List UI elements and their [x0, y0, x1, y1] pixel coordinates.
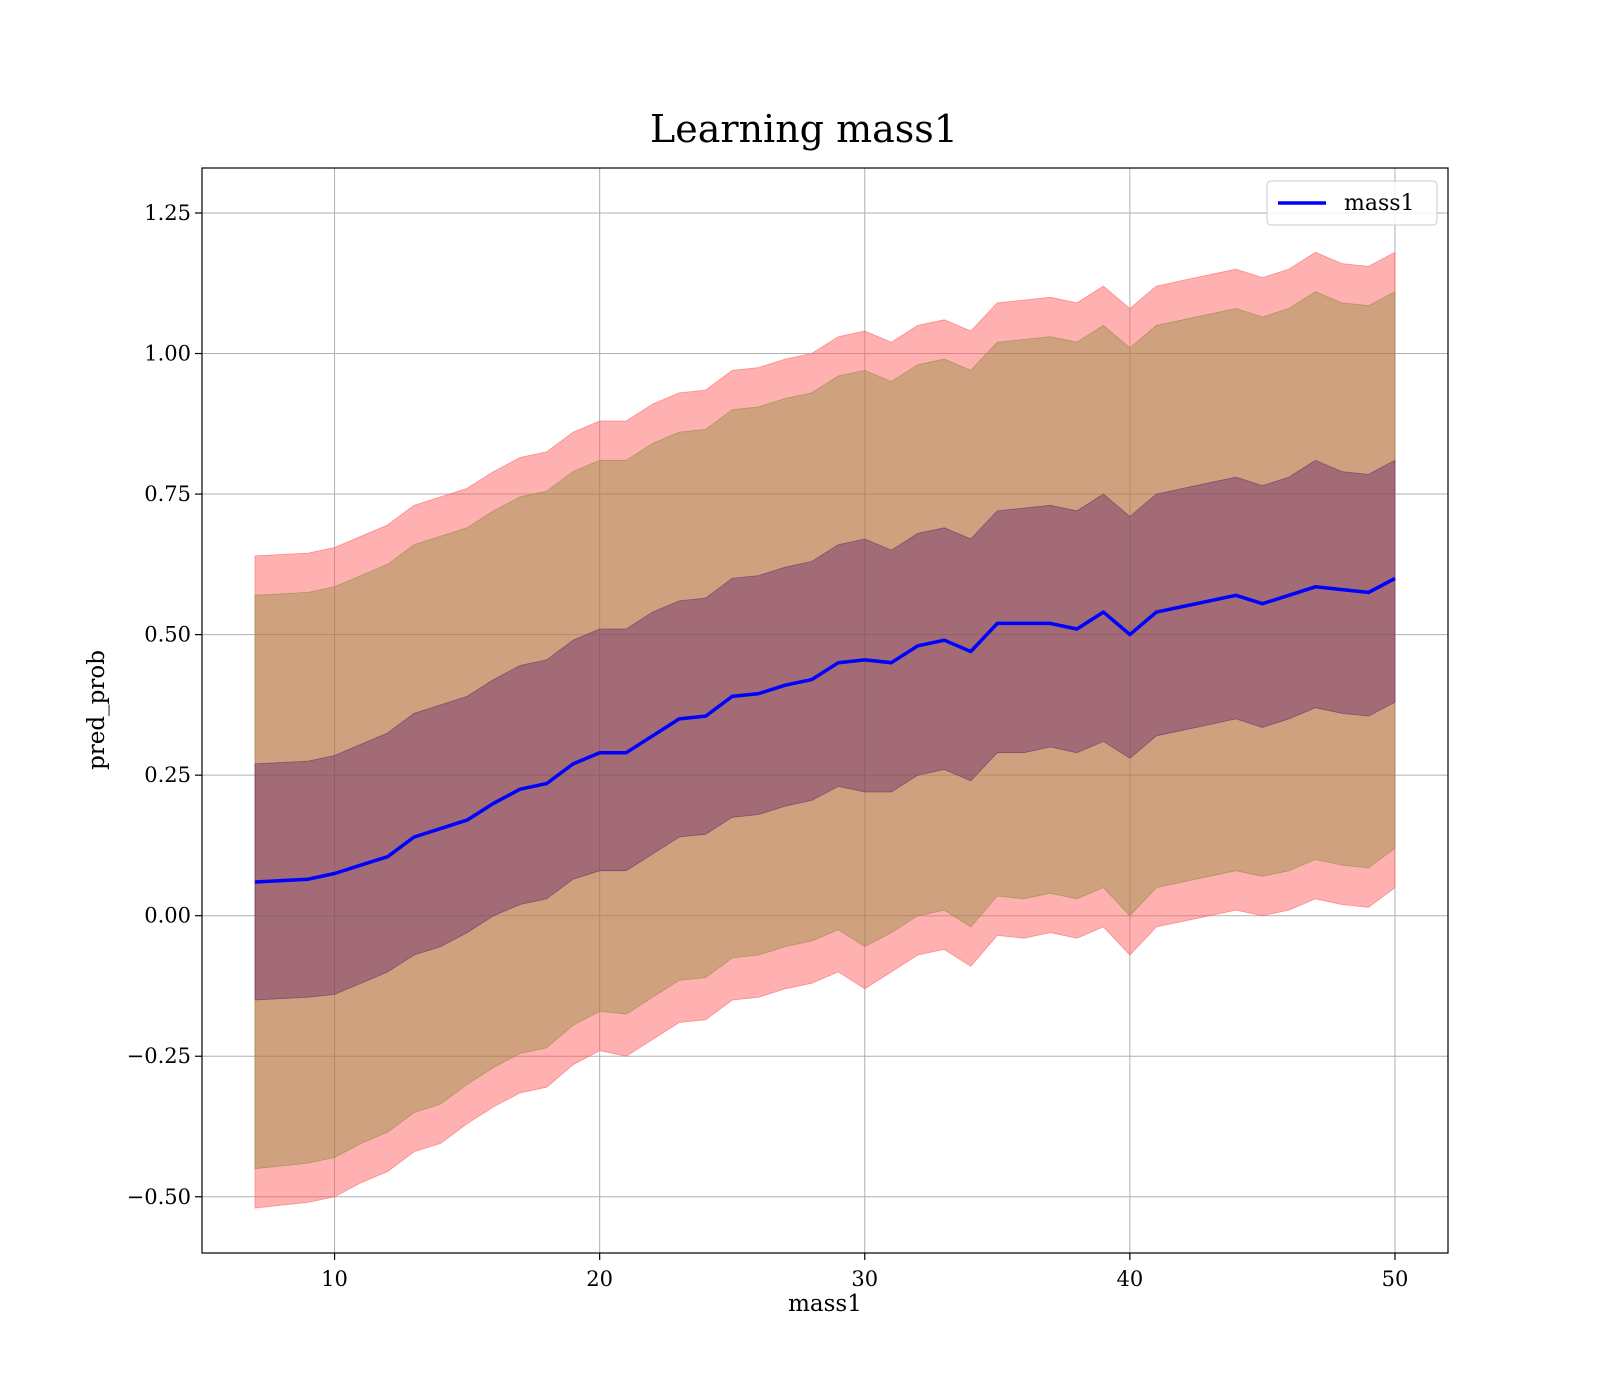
y-tick-label: 0.75 [144, 482, 191, 506]
tick-layer: 10 20 30 40 50 −0.50 −0.25 0.00 0.25 0.50 0.75 1.00… [127, 201, 1409, 1291]
legend-label-mass1: mass1 [1344, 191, 1415, 216]
y-axis-label: pred_prob [84, 650, 110, 770]
y-tick-label: 1.25 [144, 201, 191, 225]
x-tick-label: 10 [321, 1267, 348, 1291]
y-tick-label: 0.00 [144, 904, 191, 928]
band-layer [254, 251, 1396, 1209]
x-tick-label: 50 [1382, 1267, 1409, 1291]
legend: mass1 [1266, 180, 1438, 226]
y-tick-label: 0.25 [144, 763, 191, 787]
x-tick-label: 30 [851, 1267, 878, 1291]
series-line-mass1 [254, 576, 1396, 884]
x-tick-label: 20 [586, 1267, 613, 1291]
confidence-band-0 [254, 251, 1396, 1209]
x-axis-label: mass1 [788, 1291, 862, 1317]
confidence-band-1 [254, 291, 1396, 1170]
plot-frame [201, 167, 1449, 1254]
y-tick-label: −0.50 [127, 1185, 191, 1209]
chart-title: Learning mass1 [650, 107, 958, 151]
y-tick-label: 0.50 [144, 623, 191, 647]
line-layer [254, 576, 1396, 884]
y-tick-label: 1.00 [144, 342, 191, 366]
confidence-band-2 [254, 459, 1396, 1001]
y-tick-label: −0.25 [127, 1044, 191, 1068]
legend-box [1266, 180, 1438, 226]
x-tick-label: 40 [1117, 1267, 1144, 1291]
